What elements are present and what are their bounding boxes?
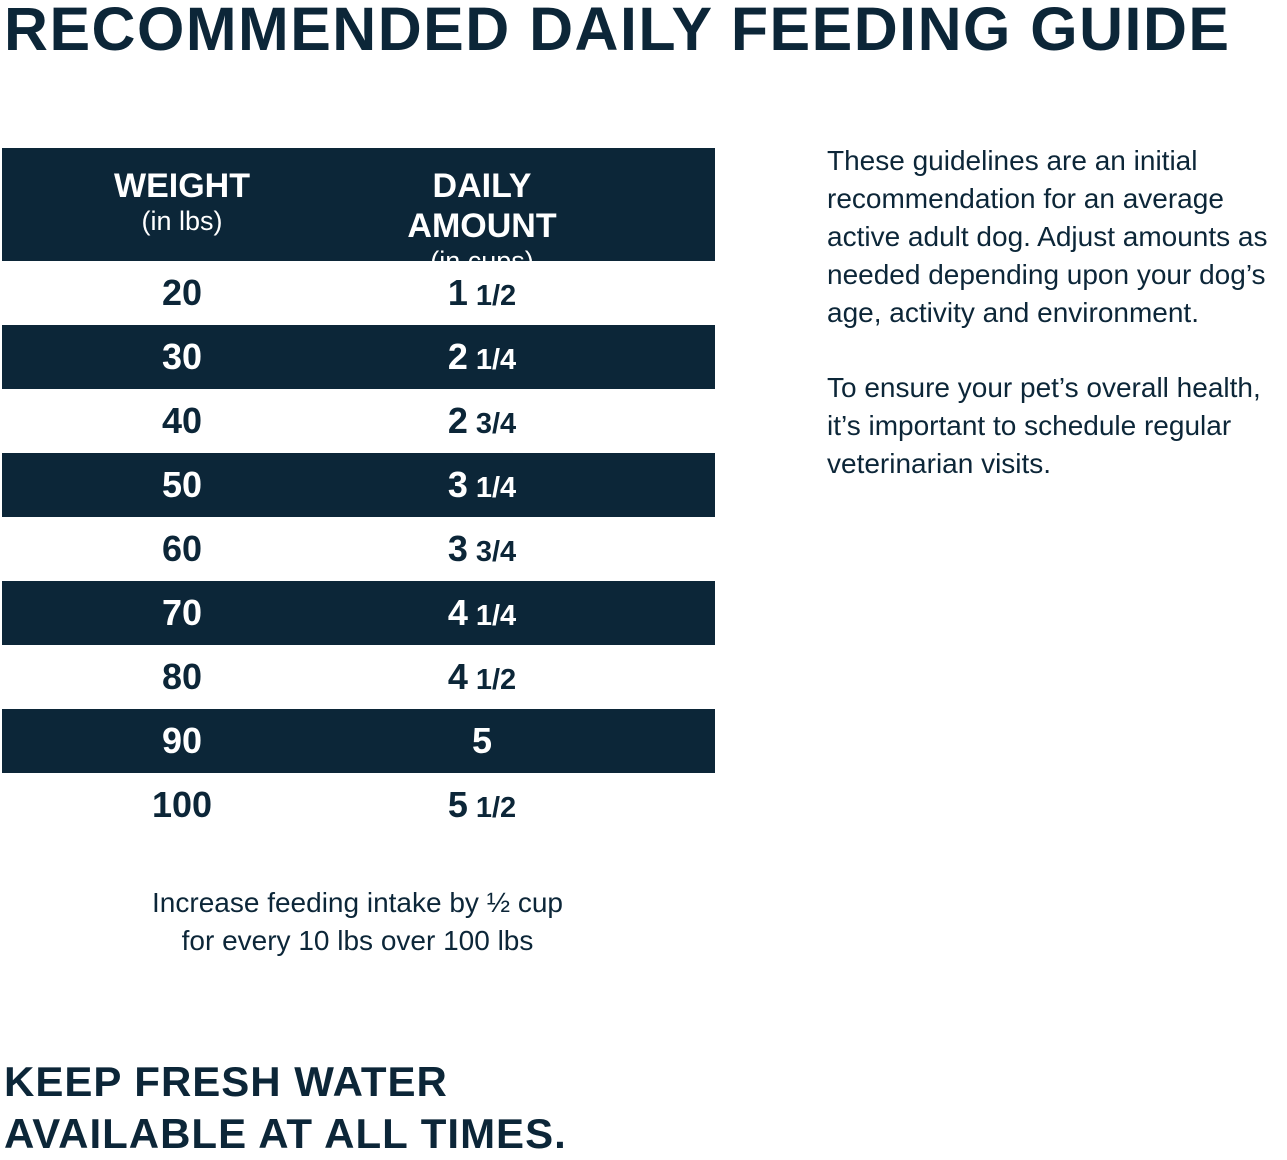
amount-cell: 3 3/4	[362, 528, 602, 570]
amount-fraction: 3/4	[475, 408, 517, 440]
table-row: 80 4 1/2	[2, 645, 715, 709]
amount-cell: 5	[362, 720, 602, 762]
amount-whole: 3	[447, 528, 468, 569]
header-amount-unit: (in cups)	[430, 246, 534, 276]
header-amount-label: DAILY AMOUNT	[407, 167, 557, 245]
amount-whole: 4	[447, 592, 468, 633]
table-row: 40 2 3/4	[2, 389, 715, 453]
amount-whole: 3	[447, 464, 468, 505]
water-reminder: KEEP FRESH WATER AVAILABLE AT ALL TIMES.	[4, 1056, 567, 1160]
amount-whole: 5	[447, 784, 468, 825]
amount-fraction: 1/4	[475, 600, 517, 632]
water-line: AVAILABLE AT ALL TIMES.	[4, 1110, 567, 1157]
guideline-note: These guidelines are an initial recommen…	[827, 142, 1287, 520]
amount-fraction: 1/4	[475, 344, 517, 376]
table-row: 60 3 3/4	[2, 517, 715, 581]
table-header: WEIGHT (in lbs) DAILY AMOUNT (in cups)	[2, 148, 715, 276]
water-line: KEEP FRESH WATER	[4, 1058, 448, 1105]
weight-cell: 90	[161, 720, 203, 761]
weight-cell: 40	[161, 400, 203, 441]
amount-cell: 5 1/2	[362, 784, 602, 826]
feeding-table: WEIGHT (in lbs) DAILY AMOUNT (in cups) 2…	[2, 148, 715, 837]
amount-whole: 1	[447, 272, 468, 313]
footnote: Increase feeding intake by ½ cup for eve…	[0, 884, 715, 960]
amount-cell: 1 1/2	[362, 272, 602, 314]
header-weight-label: WEIGHT	[114, 167, 250, 205]
weight-cell: 80	[161, 656, 203, 697]
amount-cell: 2 3/4	[362, 400, 602, 442]
amount-cell: 4 1/4	[362, 592, 602, 634]
amount-whole: 2	[447, 400, 468, 441]
amount-whole: 5	[471, 720, 493, 761]
weight-cell: 30	[161, 336, 203, 377]
amount-cell: 4 1/2	[362, 656, 602, 698]
amount-cell: 3 1/4	[362, 464, 602, 506]
amount-whole: 4	[447, 656, 468, 697]
weight-cell: 100	[151, 784, 213, 825]
footnote-line: for every 10 lbs over 100 lbs	[181, 925, 534, 956]
amount-fraction: 3/4	[475, 536, 517, 568]
table-row: 90 5	[2, 709, 715, 773]
amount-fraction: 1/2	[475, 792, 517, 824]
amount-fraction: 1/2	[475, 280, 517, 312]
table-row: 30 2 1/4	[2, 325, 715, 389]
amount-cell: 2 1/4	[362, 336, 602, 378]
header-weight: WEIGHT (in lbs)	[2, 148, 362, 261]
table-row: 70 4 1/4	[2, 581, 715, 645]
amount-whole: 2	[447, 336, 468, 377]
footnote-line: Increase feeding intake by ½ cup	[152, 887, 563, 918]
amount-fraction: 1/2	[475, 664, 517, 696]
note-paragraph: These guidelines are an initial recommen…	[827, 145, 1268, 328]
weight-cell: 70	[161, 592, 203, 633]
weight-cell: 20	[161, 272, 203, 313]
weight-cell: 60	[161, 528, 203, 569]
page-title: RECOMMENDED DAILY FEEDING GUIDE	[4, 0, 1231, 63]
note-paragraph: To ensure your pet’s overall health, it’…	[827, 372, 1261, 479]
header-amount: DAILY AMOUNT (in cups)	[362, 148, 602, 276]
weight-cell: 50	[161, 464, 203, 505]
amount-fraction: 1/4	[475, 472, 517, 504]
header-weight-unit: (in lbs)	[141, 206, 223, 236]
table-row: 100 5 1/2	[2, 773, 715, 837]
table-row: 20 1 1/2	[2, 261, 715, 325]
table-row: 50 3 1/4	[2, 453, 715, 517]
